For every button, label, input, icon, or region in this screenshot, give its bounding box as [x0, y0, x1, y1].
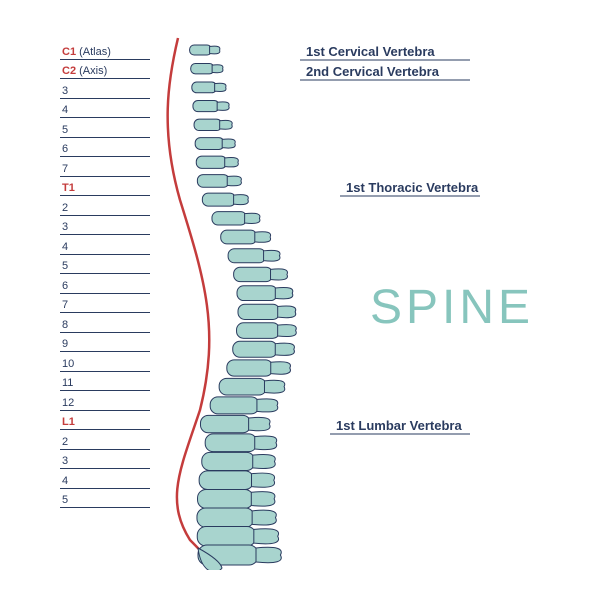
ruler-row: 4 — [60, 99, 150, 119]
callout-label: 2nd Cervical Vertebra — [306, 64, 439, 79]
ruler-row: 5 — [60, 255, 150, 275]
ruler-label: 5 — [62, 494, 68, 506]
ruler-row: 5 — [60, 489, 150, 509]
ruler-row: 9 — [60, 333, 150, 353]
ruler-label: 4 — [62, 104, 68, 116]
ruler-label: 5 — [62, 260, 68, 272]
ruler-row: 2 — [60, 430, 150, 450]
ruler-label: 7 — [62, 163, 68, 175]
ruler-label: 5 — [62, 124, 68, 136]
ruler-label: 3 — [62, 455, 68, 467]
ruler-row: 12 — [60, 391, 150, 411]
ruler-label: 6 — [62, 280, 68, 292]
callout-label: 1st Cervical Vertebra — [306, 44, 435, 59]
ruler-label: 3 — [62, 85, 68, 97]
ruler-row: 3 — [60, 79, 150, 99]
ruler-label: 7 — [62, 299, 68, 311]
ruler-row: L1 — [60, 411, 150, 431]
ruler-row: 4 — [60, 235, 150, 255]
ruler-label: 6 — [62, 143, 68, 155]
ruler-label: 9 — [62, 338, 68, 350]
ruler-label: 2 — [62, 202, 68, 214]
callout-label: 1st Lumbar Vertebra — [336, 418, 462, 433]
ruler-row: 11 — [60, 372, 150, 392]
ruler-row: 3 — [60, 216, 150, 236]
diagram-title: SPINE — [370, 280, 534, 335]
ruler-label: 2 — [62, 436, 68, 448]
ruler-row: 6 — [60, 274, 150, 294]
ruler-label: L1 — [62, 416, 75, 428]
ruler-label: 4 — [62, 241, 68, 253]
ruler-label: 3 — [62, 221, 68, 233]
ruler-row: 3 — [60, 450, 150, 470]
ruler-row: 8 — [60, 313, 150, 333]
ruler-label: 4 — [62, 475, 68, 487]
ruler-row: C2 (Axis) — [60, 60, 150, 80]
ruler-label: 8 — [62, 319, 68, 331]
ruler-label: 10 — [62, 358, 74, 370]
ruler-row: 5 — [60, 118, 150, 138]
ruler-row: 4 — [60, 469, 150, 489]
ruler-label: T1 — [62, 182, 75, 194]
ruler-row: 10 — [60, 352, 150, 372]
ruler-row: 2 — [60, 196, 150, 216]
vertebra-ruler: C1 (Atlas) C2 (Axis) 3 4 5 6 7 T1 2 3 4 5 6 7 8 9 10 11 12… — [60, 40, 150, 508]
callout-label: 1st Thoracic Vertebra — [346, 180, 478, 195]
ruler-row: C1 (Atlas) — [60, 40, 150, 60]
ruler-row: T1 — [60, 177, 150, 197]
ruler-label: C1 (Atlas) — [62, 46, 111, 58]
ruler-label: 12 — [62, 397, 74, 409]
ruler-row: 7 — [60, 157, 150, 177]
ruler-label: 11 — [62, 377, 73, 389]
ruler-row: 6 — [60, 138, 150, 158]
ruler-row: 7 — [60, 294, 150, 314]
ruler-label: C2 (Axis) — [62, 65, 107, 77]
